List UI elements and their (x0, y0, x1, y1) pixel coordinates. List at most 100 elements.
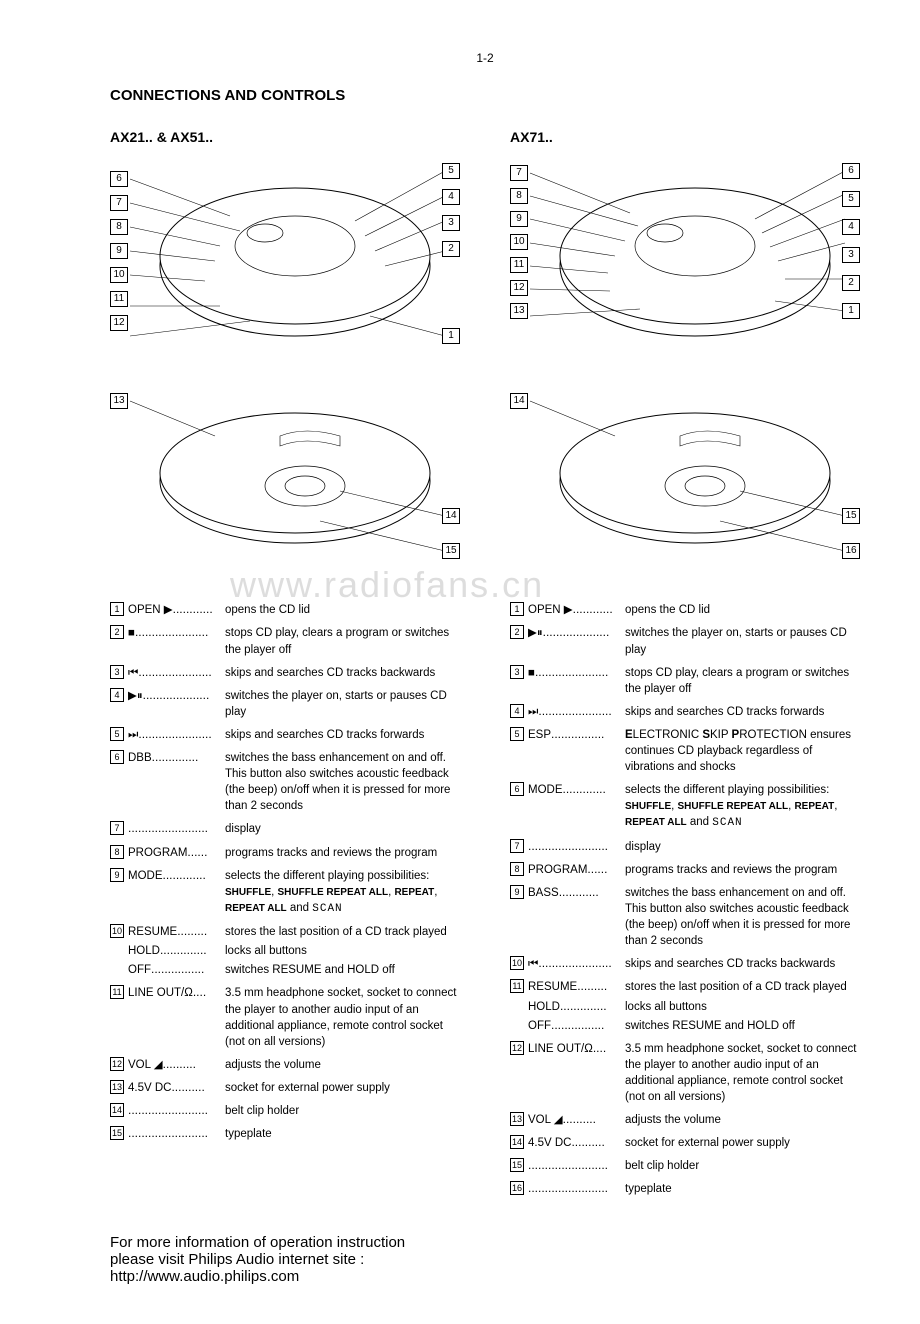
callout-box: 7 (110, 195, 128, 211)
callout-box: 1 (842, 303, 860, 319)
definition-text: stores the last position of a CD track p… (223, 924, 460, 940)
definition-number: 5 (110, 727, 124, 741)
callout-box: 15 (442, 543, 460, 559)
cd-player-bottom-icon (110, 391, 460, 571)
footer-line: please visit Philips Audio internet site… (110, 1251, 860, 1268)
definition-dots: ........................ (528, 1180, 608, 1197)
definition-text: adjusts the volume (623, 1112, 860, 1128)
definition-label: OPEN ▶ (128, 602, 173, 618)
callout-box: 1 (442, 328, 460, 344)
definition-item: 1OPEN ▶............opens the CD lid (110, 601, 460, 618)
definition-label: VOL ◢ (128, 1057, 163, 1073)
callout-box: 2 (842, 275, 860, 291)
callout-box: 7 (510, 165, 528, 181)
definition-item: 6MODE.............selects the different … (510, 781, 860, 832)
callout-box: 13 (510, 303, 528, 319)
definition-dots: ................ (551, 1017, 604, 1034)
definition-item: 6DBB..............switches the bass enha… (110, 749, 460, 814)
model-heading-left: AX21.. & AX51.. (110, 128, 460, 148)
definition-dots: .... (193, 984, 206, 1001)
definition-label: OFF (128, 962, 151, 978)
definition-dots: ...................... (535, 664, 608, 681)
definition-dots: .... (593, 1040, 606, 1057)
definition-label: RESUME (128, 924, 177, 940)
definition-dots: ............ (173, 601, 213, 618)
definition-text: display (623, 839, 860, 855)
definition-item: 13VOL ◢..........adjusts the volume (510, 1111, 860, 1128)
definition-label: ■ (128, 625, 135, 641)
diagram-right-bottom: 14 15 16 (510, 391, 860, 571)
definition-number: 9 (510, 885, 524, 899)
definition-dots: ........................ (528, 838, 608, 855)
definition-text: switches RESUME and HOLD off (623, 1018, 860, 1034)
definition-dots: ........................ (128, 1102, 208, 1119)
definition-number: 6 (110, 750, 124, 764)
definition-label: LINE OUT/Ω (128, 985, 193, 1001)
definition-number: 1 (510, 602, 524, 616)
definition-item: 10⏮......................skips and searc… (510, 955, 860, 972)
callout-box: 10 (510, 234, 528, 250)
definition-number: 8 (110, 845, 124, 859)
diagram-left-bottom: 13 14 15 (110, 391, 460, 571)
definition-number: 15 (510, 1158, 524, 1172)
definition-dots: ............. (563, 781, 606, 798)
definition-text: locks all buttons (623, 999, 860, 1015)
definition-item: 144.5V DC..........socket for external p… (510, 1134, 860, 1151)
main-heading: CONNECTIONS AND CONTROLS (110, 85, 860, 106)
callout-box: 12 (510, 280, 528, 296)
definition-text: belt clip holder (223, 1103, 460, 1119)
definition-number: 1 (110, 602, 124, 616)
callout-box: 15 (842, 508, 860, 524)
definition-text: typeplate (223, 1126, 460, 1142)
definition-label: MODE (528, 782, 563, 798)
definition-text: programs tracks and reviews the program (623, 862, 860, 878)
definition-text: stops CD play, clears a program or switc… (223, 625, 460, 657)
definition-dots: .................... (543, 624, 610, 641)
cd-player-top-icon (110, 161, 460, 361)
definition-text: stores the last position of a CD track p… (623, 979, 860, 995)
definition-label: MODE (128, 868, 163, 884)
definition-label: ▶⏸ (528, 625, 543, 641)
definition-item: 14........................belt clip hold… (110, 1102, 460, 1119)
definition-dots: ........................ (128, 820, 208, 837)
definition-text: opens the CD lid (623, 602, 860, 618)
definition-list-left: 1OPEN ▶............opens the CD lid2■...… (110, 601, 460, 1142)
definition-item: 15........................belt clip hold… (510, 1157, 860, 1174)
definition-text: switches the bass enhancement on and off… (623, 885, 860, 949)
definition-number: 7 (510, 839, 524, 853)
page-number: 1-2 (110, 50, 860, 67)
definition-item: 3⏮......................skips and search… (110, 664, 460, 681)
callout-box: 9 (510, 211, 528, 227)
definition-item: 4⏭......................skips and search… (510, 703, 860, 720)
definition-item: 8PROGRAM......programs tracks and review… (510, 861, 860, 878)
callout-box: 12 (110, 315, 128, 331)
definition-label: 4.5V DC (528, 1135, 571, 1151)
definition-text: skips and searches CD tracks backwards (223, 665, 460, 681)
definition-dots: ......... (177, 923, 207, 940)
definition-text: skips and searches CD tracks forwards (623, 704, 860, 720)
definition-item: 5⏭......................skips and search… (110, 726, 460, 743)
definition-dots: ............. (163, 867, 206, 884)
definition-label: OPEN ▶ (528, 602, 573, 618)
definition-number: 10 (510, 956, 524, 970)
definition-label: VOL ◢ (528, 1112, 563, 1128)
definition-text: 3.5 mm headphone socket, socket to conne… (623, 1041, 860, 1105)
callout-box: 14 (510, 393, 528, 409)
definition-dots: ...................... (138, 664, 211, 681)
definition-number: 9 (110, 868, 124, 882)
callout-box: 11 (110, 291, 128, 307)
definition-number: 16 (510, 1181, 524, 1195)
definition-dots: .......... (571, 1134, 604, 1151)
definition-text: typeplate (623, 1181, 860, 1197)
right-column: AX71.. 78910111213 (510, 128, 860, 1204)
callout-box: 6 (110, 171, 128, 187)
definition-dots: ........................ (128, 1125, 208, 1142)
definition-item: 7........................ display (510, 838, 860, 855)
footer-line: http://www.audio.philips.com (110, 1268, 860, 1285)
definition-dots: .......... (563, 1111, 596, 1128)
callout-box: 4 (442, 189, 460, 205)
callout-box: 10 (110, 267, 128, 283)
definition-item: 5ESP................ELECTRONIC SKIP PROT… (510, 726, 860, 775)
definition-text: stops CD play, clears a program or switc… (623, 665, 860, 697)
definition-text: skips and searches CD tracks forwards (223, 727, 460, 743)
